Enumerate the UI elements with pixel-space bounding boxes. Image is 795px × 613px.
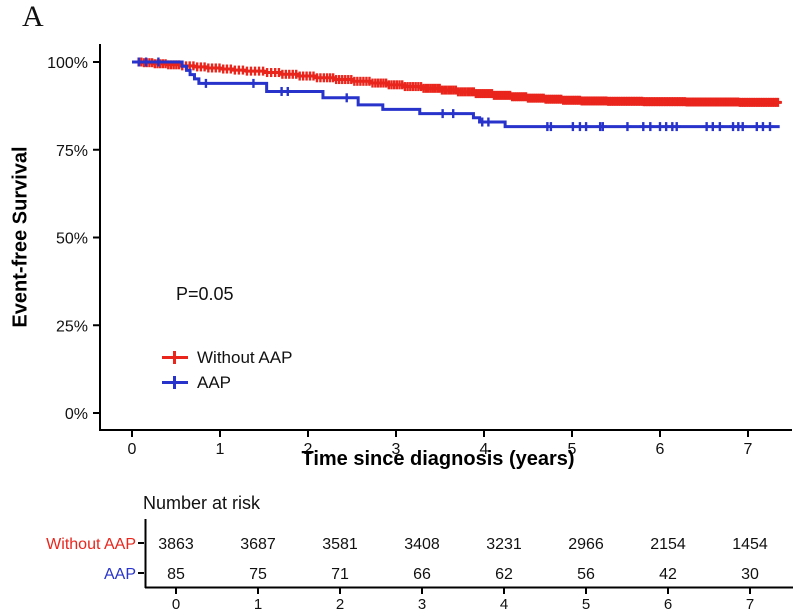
y-axis-title: Event-free Survival: [9, 146, 32, 328]
legend: Without AAP AAP: [162, 345, 292, 395]
risk-x-tick-label: 0: [172, 596, 180, 613]
series-aap: [132, 57, 780, 132]
km-curve: [132, 60, 780, 129]
y-tick-label: 25%: [56, 318, 88, 335]
risk-value: 30: [741, 566, 759, 583]
risk-value: 62: [495, 566, 513, 583]
risk-x-tick-label: 1: [254, 596, 262, 613]
risk-value: 1454: [732, 536, 768, 553]
risk-x-tick-label: 5: [582, 596, 590, 613]
legend-marker-blue-plus-icon: [162, 376, 188, 389]
risk-value: 71: [331, 566, 349, 583]
risk-x-tick-label: 2: [336, 596, 344, 613]
x-tick-label: 6: [656, 441, 665, 458]
y-tick-label: 100%: [47, 55, 88, 72]
risk-table-title: Number at risk: [143, 493, 261, 513]
risk-value: 42: [659, 566, 677, 583]
risk-value: 3687: [240, 536, 276, 553]
risk-value: 3408: [404, 536, 440, 553]
legend-label: Without AAP: [197, 347, 293, 367]
legend-marker-red-plus-icon: [162, 351, 188, 364]
x-tick-label: 5: [568, 441, 577, 458]
y-tick-label: 0%: [65, 406, 88, 423]
series-without-aap: [132, 57, 782, 107]
risk-x-tick-label: 6: [664, 596, 672, 613]
x-tick-label: 1: [216, 441, 225, 458]
p-value-annotation: P=0.05: [176, 284, 234, 304]
risk-value: 85: [167, 566, 185, 583]
risk-value: 3231: [486, 536, 522, 553]
y-tick-label: 75%: [56, 143, 88, 160]
risk-row-label: AAP: [104, 566, 136, 583]
risk-value: 2154: [650, 536, 686, 553]
legend-item-without-aap: Without AAP: [162, 345, 292, 370]
risk-value: 75: [249, 566, 267, 583]
panel-label: A: [22, 0, 44, 33]
risk-value: 3863: [158, 536, 194, 553]
x-tick-label: 0: [128, 441, 137, 458]
risk-x-tick-label: 4: [500, 596, 508, 613]
x-axis-title: Time since diagnosis (years): [301, 448, 575, 470]
risk-x-tick-label: 3: [418, 596, 426, 613]
legend-label: AAP: [197, 372, 232, 392]
y-tick-label: 50%: [56, 231, 88, 248]
legend-item-aap: AAP: [162, 370, 292, 395]
risk-value: 2966: [568, 536, 604, 553]
x-tick-label: 4: [480, 441, 489, 458]
risk-row-label: Without AAP: [46, 536, 136, 553]
risk-value: 3581: [322, 536, 358, 553]
x-tick-label: 7: [744, 441, 753, 458]
x-tick-label: 3: [392, 441, 401, 458]
risk-value: 66: [413, 566, 431, 583]
x-tick-label: 2: [304, 441, 313, 458]
risk-x-tick-label: 7: [746, 596, 754, 613]
km-curves: [132, 57, 782, 132]
risk-table-group: Without AAP 3863 3687 3581 3408 3231 2966 2154 1…: [46, 536, 768, 613]
x-tick-group: 0 1 2 3 4 5 6 7: [128, 430, 753, 458]
risk-value: 56: [577, 566, 595, 583]
y-tick-group: 100% 75% 50% 25% 0%: [47, 55, 100, 423]
